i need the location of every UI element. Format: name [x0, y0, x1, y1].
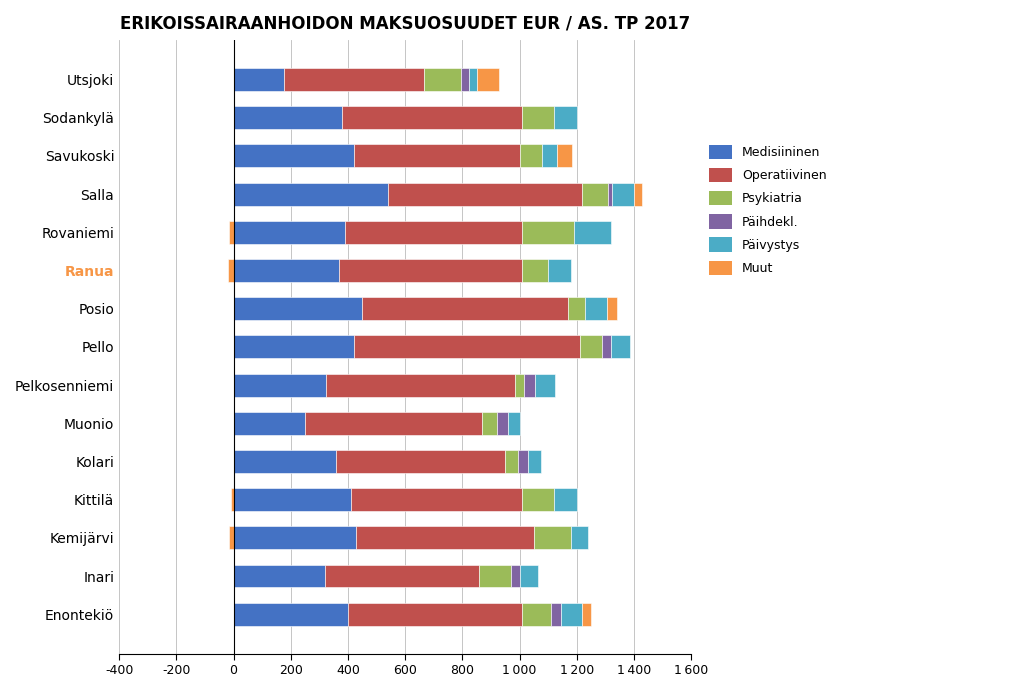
Bar	[233, 183, 388, 206]
Bar	[305, 412, 482, 435]
Bar	[557, 145, 572, 167]
Bar	[233, 412, 305, 435]
Title: ERIKOISSAIRAANHOIDON MAKSUOSUUDET EUR / AS. TP 2017: ERIKOISSAIRAANHOIDON MAKSUOSUUDET EUR / …	[120, 15, 690, 33]
Bar	[522, 488, 554, 511]
Bar	[518, 450, 528, 473]
Bar	[233, 527, 356, 549]
Bar	[522, 603, 551, 626]
Bar	[424, 68, 461, 91]
Bar	[571, 527, 588, 549]
Bar	[543, 145, 557, 167]
Bar	[233, 106, 342, 129]
Bar	[469, 68, 476, 91]
Bar	[233, 603, 348, 626]
Bar	[233, 68, 284, 91]
Bar	[337, 450, 505, 473]
Bar	[233, 450, 337, 473]
Bar	[580, 336, 602, 358]
Bar	[607, 297, 616, 320]
Bar	[534, 527, 571, 549]
Bar	[511, 565, 519, 588]
Bar	[524, 374, 536, 397]
Bar	[356, 527, 534, 549]
Bar	[229, 527, 233, 549]
Bar	[505, 450, 518, 473]
Bar	[515, 374, 524, 397]
Bar	[548, 259, 571, 282]
Bar	[568, 297, 586, 320]
Bar	[551, 603, 561, 626]
Bar	[233, 145, 353, 167]
Bar	[233, 488, 351, 511]
Bar	[233, 259, 339, 282]
Bar	[612, 183, 634, 206]
Bar	[522, 221, 573, 244]
Bar	[508, 412, 519, 435]
Bar	[353, 145, 519, 167]
Bar	[561, 603, 583, 626]
Bar	[522, 106, 554, 129]
Bar	[536, 374, 555, 397]
Bar	[602, 336, 611, 358]
Bar	[554, 106, 577, 129]
Bar	[519, 565, 538, 588]
Bar	[345, 221, 522, 244]
Bar	[229, 221, 233, 244]
Bar	[479, 565, 511, 588]
Bar	[586, 297, 607, 320]
Bar	[497, 412, 508, 435]
Bar	[233, 221, 345, 244]
Legend: Medisiininen, Operatiivinen, Psykiatria, Päihdekl., Päivystys, Muut: Medisiininen, Operatiivinen, Psykiatria,…	[703, 138, 833, 281]
Bar	[528, 450, 541, 473]
Bar	[634, 183, 642, 206]
Bar	[228, 259, 233, 282]
Bar	[482, 412, 497, 435]
Bar	[388, 183, 583, 206]
Bar	[519, 145, 543, 167]
Bar	[461, 68, 469, 91]
Bar	[353, 336, 580, 358]
Bar	[233, 374, 327, 397]
Bar	[583, 603, 591, 626]
Bar	[233, 336, 353, 358]
Bar	[573, 221, 611, 244]
Bar	[351, 488, 522, 511]
Bar	[362, 297, 568, 320]
Bar	[583, 183, 608, 206]
Bar	[339, 259, 522, 282]
Bar	[233, 297, 362, 320]
Bar	[342, 106, 522, 129]
Bar	[522, 259, 548, 282]
Bar	[327, 374, 515, 397]
Bar	[284, 68, 424, 91]
Bar	[231, 488, 233, 511]
Bar	[554, 488, 577, 511]
Bar	[608, 183, 612, 206]
Bar	[325, 565, 479, 588]
Bar	[348, 603, 522, 626]
Bar	[611, 336, 630, 358]
Bar	[476, 68, 500, 91]
Bar	[233, 565, 325, 588]
